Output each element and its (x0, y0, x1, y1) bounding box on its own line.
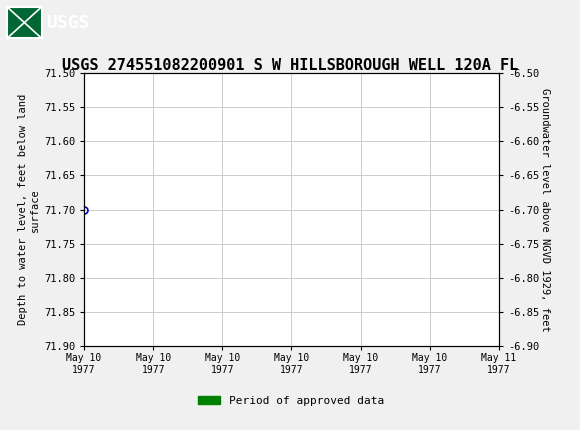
Y-axis label: Depth to water level, feet below land
surface: Depth to water level, feet below land su… (18, 94, 39, 325)
FancyBboxPatch shape (7, 7, 42, 38)
Legend: Period of approved data: Period of approved data (194, 391, 389, 410)
Y-axis label: Groundwater level above NGVD 1929, feet: Groundwater level above NGVD 1929, feet (540, 88, 550, 332)
Text: USGS: USGS (46, 14, 90, 31)
Text: USGS 274551082200901 S W HILLSBOROUGH WELL 120A FL: USGS 274551082200901 S W HILLSBOROUGH WE… (62, 58, 518, 73)
